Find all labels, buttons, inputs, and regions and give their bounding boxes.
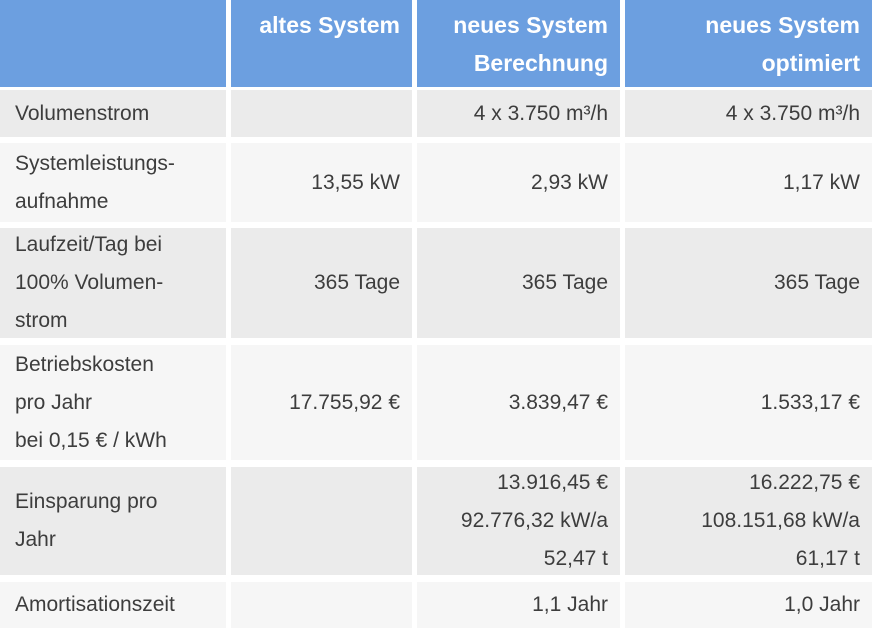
label-amortisationszeit: Amortisationszeit bbox=[0, 582, 226, 628]
value-einsparung-berechnung: 13.916,45 € 92.776,32 kW/a 52,47 t bbox=[417, 467, 620, 575]
value-systemleistung-optimiert: 1,17 kW bbox=[625, 143, 872, 222]
value-laufzeit-berechnung: 365 Tage bbox=[417, 228, 620, 338]
label-line: bei 0,15 € / kWh bbox=[15, 428, 167, 452]
header-cell-empty bbox=[0, 0, 226, 87]
label-line: pro Jahr bbox=[15, 390, 93, 414]
value-betriebskosten-berechnung: 3.839,47 € bbox=[417, 345, 620, 460]
value-line: 1,17 kW bbox=[782, 170, 860, 194]
value-line: 365 Tage bbox=[521, 271, 608, 294]
value-line: 1.533,17 € bbox=[760, 390, 860, 414]
label-laufzeit: Laufzeit/Tag bei 100% Volumen- strom bbox=[0, 228, 226, 338]
value-line: 365 Tage bbox=[773, 271, 860, 294]
value-systemleistung-altes: 13,55 kW bbox=[231, 143, 412, 222]
value-laufzeit-altes: 365 Tage bbox=[231, 228, 412, 338]
label-line: Systemleistungs- bbox=[15, 151, 175, 175]
label-line: aufnahme bbox=[15, 189, 109, 213]
value-line: 1,1 Jahr bbox=[532, 593, 608, 616]
value-line: 92.776,32 kW/a bbox=[460, 509, 608, 532]
value-line: 16.222,75 € bbox=[749, 471, 860, 494]
header-cell-altes-system: altes System bbox=[231, 0, 412, 87]
value-systemleistung-berechnung: 2,93 kW bbox=[417, 143, 620, 222]
label-line: Einsparung pro bbox=[15, 490, 158, 513]
value-volumenstrom-altes bbox=[231, 90, 412, 137]
row-einsparung: Einsparung pro Jahr 13.916,45 € 92.776,3… bbox=[0, 467, 872, 575]
value-line: 52,47 t bbox=[543, 547, 608, 570]
header-line: optimiert bbox=[761, 50, 860, 76]
value-amortisation-optimiert: 1,0 Jahr bbox=[625, 582, 872, 628]
row-systemleistungsaufnahme: Systemleistungs- aufnahme 13,55 kW 2,93 … bbox=[0, 143, 872, 222]
label-line: Amortisationszeit bbox=[15, 593, 175, 616]
header-row: altes System neues System Berechnung neu… bbox=[0, 0, 872, 87]
value-betriebskosten-optimiert: 1.533,17 € bbox=[625, 345, 872, 460]
value-volumenstrom-optimiert: 4 x 3.750 m³/h bbox=[625, 90, 872, 137]
value-amortisation-altes bbox=[231, 582, 412, 628]
value-volumenstrom-berechnung: 4 x 3.750 m³/h bbox=[417, 90, 620, 137]
value-line: 365 Tage bbox=[313, 271, 400, 294]
value-line: 13,55 kW bbox=[311, 170, 400, 194]
header-line: neues System bbox=[453, 12, 608, 38]
value-line: 1,0 Jahr bbox=[784, 593, 860, 616]
value-einsparung-altes bbox=[231, 467, 412, 575]
value-laufzeit-optimiert: 365 Tage bbox=[625, 228, 872, 338]
label-line: strom bbox=[15, 309, 68, 332]
value-line: 2,93 kW bbox=[530, 170, 608, 194]
header-cell-neues-system-optimiert: neues System optimiert bbox=[625, 0, 872, 87]
row-betriebskosten: Betriebskosten pro Jahr bei 0,15 € / kWh… bbox=[0, 345, 872, 460]
header-cell-neues-system-berechnung: neues System Berechnung bbox=[417, 0, 620, 87]
value-line: 108.151,68 kW/a bbox=[701, 509, 860, 532]
label-betriebskosten: Betriebskosten pro Jahr bei 0,15 € / kWh bbox=[0, 345, 226, 460]
value-line: 61,17 t bbox=[795, 547, 860, 570]
row-volumenstrom: Volumenstrom 4 x 3.750 m³/h 4 x 3.750 m³… bbox=[0, 90, 872, 137]
label-line: Volumenstrom bbox=[15, 101, 150, 125]
row-amortisationszeit: Amortisationszeit 1,1 Jahr 1,0 Jahr bbox=[0, 582, 872, 628]
value-line: 13.916,45 € bbox=[497, 471, 608, 494]
value-line: 3.839,47 € bbox=[508, 390, 608, 414]
header-line: Berechnung bbox=[473, 50, 608, 76]
label-systemleistungsaufnahme: Systemleistungs- aufnahme bbox=[0, 143, 226, 222]
header-line: neues System bbox=[705, 12, 860, 38]
value-line: 17.755,92 € bbox=[289, 390, 400, 414]
label-line: Jahr bbox=[15, 528, 56, 551]
header-line: altes System bbox=[259, 12, 400, 38]
value-line: 4 x 3.750 m³/h bbox=[725, 101, 860, 125]
value-amortisation-berechnung: 1,1 Jahr bbox=[417, 582, 620, 628]
label-line: Laufzeit/Tag bei bbox=[15, 233, 163, 256]
label-line: Betriebskosten bbox=[15, 352, 154, 376]
label-line: 100% Volumen- bbox=[15, 271, 164, 294]
label-einsparung: Einsparung pro Jahr bbox=[0, 467, 226, 575]
value-line: 4 x 3.750 m³/h bbox=[473, 101, 608, 125]
label-volumenstrom: Volumenstrom bbox=[0, 90, 226, 137]
value-betriebskosten-altes: 17.755,92 € bbox=[231, 345, 412, 460]
value-einsparung-optimiert: 16.222,75 € 108.151,68 kW/a 61,17 t bbox=[625, 467, 872, 575]
row-laufzeit: Laufzeit/Tag bei 100% Volumen- strom 365… bbox=[0, 228, 872, 338]
